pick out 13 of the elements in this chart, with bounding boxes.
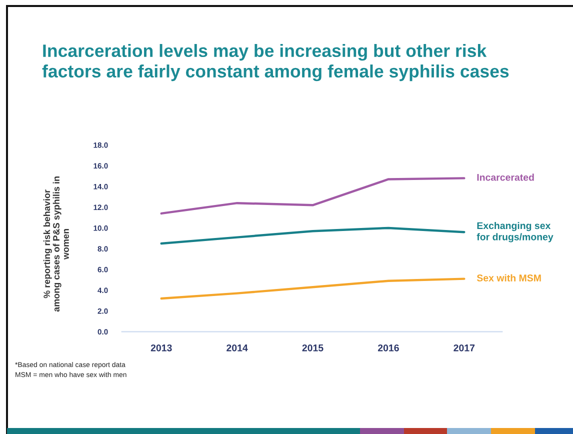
x-tick-label: 2015 (302, 344, 324, 352)
y-axis-title: % reporting risk behavior among cases of P&S syphilis in women (43, 176, 69, 312)
x-tick-label: 2017 (454, 344, 475, 352)
x-tick-label: 2016 (378, 344, 399, 352)
series-label: Incarcerated (477, 174, 534, 181)
line-series (160, 226, 466, 245)
series-label: Exchanging sex for drugs/money (476, 222, 554, 242)
line-series (160, 177, 466, 215)
x-tick-label: 2013 (150, 344, 172, 352)
chart-title: Incarceration levels may be increasing but other risk factors are fairly constant among female syphilis cases (42, 44, 509, 82)
series-label: Sex with MSM (476, 274, 541, 282)
line-series (160, 278, 466, 300)
x-tick-label: 2014 (226, 344, 248, 352)
